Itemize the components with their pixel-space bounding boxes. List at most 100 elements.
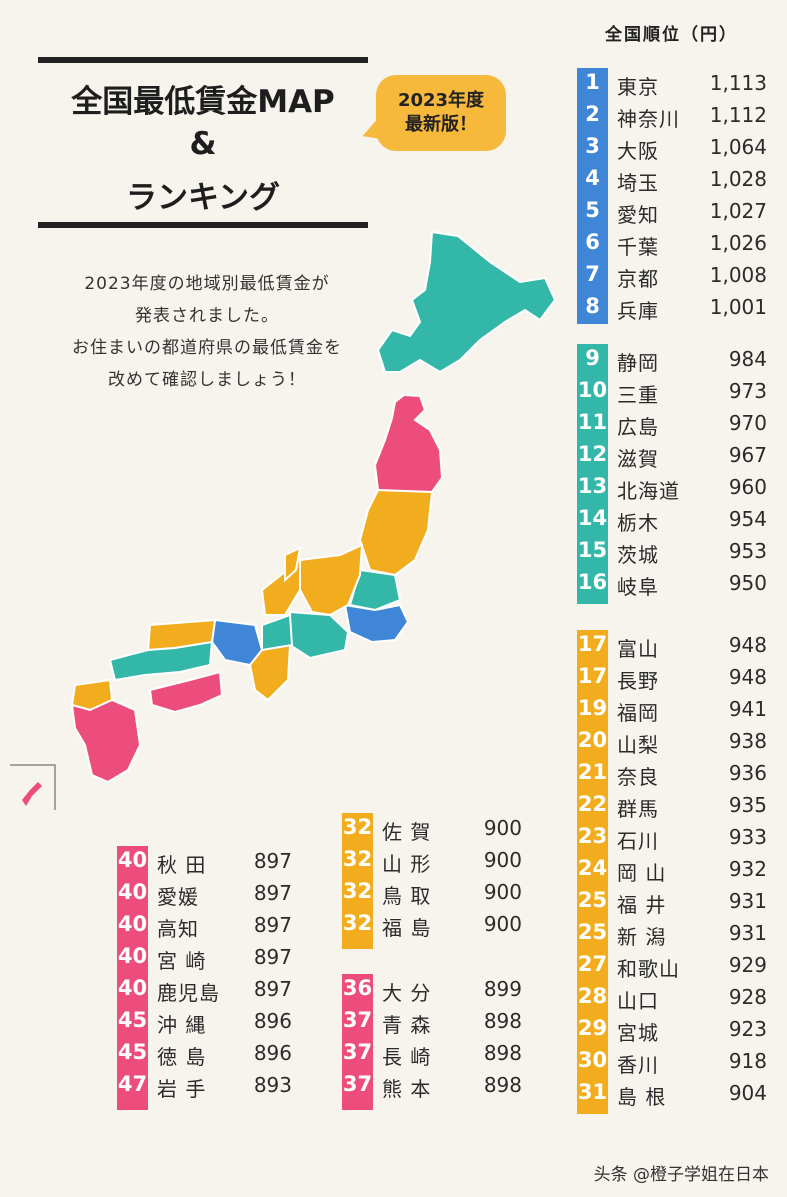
page-title: 全国最低賃金MAP — [71, 84, 335, 120]
ranking-row: 12 滋賀 967 — [577, 440, 777, 472]
minimum-wage-value: 897 — [253, 977, 292, 1001]
minimum-wage-value: 928 — [728, 985, 767, 1009]
ranking-row: 37 青 森 898 — [342, 1006, 532, 1038]
rank-number: 29 — [577, 1016, 608, 1040]
ranking-row: 32 山 形 900 — [342, 845, 532, 877]
prefecture-name: 高知 — [157, 917, 199, 941]
prefecture-name: 長 崎 — [382, 1045, 432, 1069]
rank-number: 8 — [585, 294, 600, 318]
minimum-wage-value: 984 — [728, 347, 767, 371]
okinawa-inset-border — [10, 764, 56, 810]
minimum-wage-value: 900 — [483, 816, 522, 840]
minimum-wage-value: 970 — [728, 411, 767, 435]
title-top-rule — [38, 57, 368, 63]
minimum-wage-value: 899 — [483, 977, 522, 1001]
tohoku-south-region — [358, 488, 434, 577]
rank-number: 13 — [577, 474, 608, 498]
rank-number: 27 — [577, 952, 608, 976]
rank-number: 14 — [577, 506, 608, 530]
ranking-row: 40 鹿児島 897 — [117, 974, 302, 1006]
minimum-wage-value: 932 — [728, 857, 767, 881]
ranking-row: 37 長 崎 898 — [342, 1038, 532, 1070]
prefecture-name: 茨城 — [617, 543, 659, 567]
minimum-wage-value: 941 — [728, 697, 767, 721]
ranking-row: 9 静岡 984 — [577, 344, 777, 376]
tokai-region — [289, 610, 350, 660]
minimum-wage-value: 1,028 — [709, 167, 767, 191]
prefecture-name: 埼玉 — [617, 171, 659, 195]
rank-number: 16 — [577, 570, 608, 594]
rank-number: 23 — [577, 824, 608, 848]
rank-color-bar — [577, 344, 608, 604]
ranking-row: 21 奈良 936 — [577, 758, 777, 790]
minimum-wage-value: 950 — [728, 571, 767, 595]
ranking-row: 7 京都 1,008 — [577, 260, 777, 292]
rank-number: 40 — [117, 944, 148, 968]
prefecture-name: 石川 — [617, 829, 659, 853]
ranking-row: 32 佐 賀 900 — [342, 813, 532, 845]
ranking-row: 22 群馬 935 — [577, 790, 777, 822]
minimum-wage-value: 918 — [728, 1049, 767, 1073]
minimum-wage-value: 893 — [253, 1073, 292, 1097]
ranking-row: 36 大 分 899 — [342, 974, 532, 1006]
ranking-row: 8 兵庫 1,001 — [577, 292, 777, 324]
page-subtitle: ランキング — [125, 180, 281, 216]
minimum-wage-value: 900 — [483, 848, 522, 872]
chugoku-south-region — [108, 640, 214, 682]
ranking-row: 40 秋 田 897 — [117, 846, 302, 878]
prefecture-name: 宮城 — [617, 1021, 659, 1045]
ranking-row: 1 東京 1,113 — [577, 68, 777, 100]
prefecture-name: 秋 田 — [157, 853, 207, 877]
prefecture-name: 山梨 — [617, 733, 659, 757]
kanto-region — [343, 603, 410, 644]
description-line: 2023年度の地域別最低賃金が — [84, 274, 330, 294]
okinawa-region — [22, 782, 42, 806]
prefecture-name: 群馬 — [617, 797, 659, 821]
ranking-row: 40 宮 崎 897 — [117, 942, 302, 974]
prefecture-name: 福 井 — [617, 893, 667, 917]
rank-number: 32 — [342, 911, 373, 935]
rank-number: 24 — [577, 856, 608, 880]
shikoku-region — [148, 670, 224, 714]
ranking-header: 全国順位（円） — [605, 25, 738, 45]
rank-number: 6 — [585, 230, 600, 254]
ranking-row: 3 大阪 1,064 — [577, 132, 777, 164]
ranking-row: 4 埼玉 1,028 — [577, 164, 777, 196]
prefecture-name: 福 島 — [382, 916, 432, 940]
minimum-wage-value: 900 — [483, 880, 522, 904]
ranking-row: 30 香川 918 — [577, 1046, 777, 1078]
prefecture-name: 神奈川 — [617, 107, 680, 131]
minimum-wage-value: 897 — [253, 913, 292, 937]
minimum-wage-value: 948 — [728, 633, 767, 657]
minimum-wage-value: 953 — [728, 539, 767, 563]
minimum-wage-value: 897 — [253, 881, 292, 905]
prefecture-name: 滋賀 — [617, 447, 659, 471]
prefecture-name: 東京 — [617, 75, 659, 99]
minimum-wage-value: 948 — [728, 665, 767, 689]
prefecture-name: 奈良 — [617, 765, 659, 789]
rank-number: 37 — [342, 1008, 373, 1032]
rank-number: 37 — [342, 1072, 373, 1096]
minimum-wage-value: 931 — [728, 889, 767, 913]
prefecture-name: 青 森 — [382, 1013, 432, 1037]
minimum-wage-value: 1,008 — [709, 263, 767, 287]
minimum-wage-value: 1,113 — [709, 71, 767, 95]
rank-number: 32 — [342, 879, 373, 903]
ranking-row: 27 和歌山 929 — [577, 950, 777, 982]
prefecture-name: 大 分 — [382, 981, 432, 1005]
description-line: 改めて確認しましょう！ — [108, 370, 306, 390]
prefecture-name: 三重 — [617, 383, 659, 407]
rank-number: 40 — [117, 848, 148, 872]
rank-number: 40 — [117, 976, 148, 1000]
minimum-wage-value: 898 — [483, 1041, 522, 1065]
ranking-row: 14 栃木 954 — [577, 504, 777, 536]
rank-number: 19 — [577, 696, 608, 720]
minimum-wage-value: 935 — [728, 793, 767, 817]
minimum-wage-value: 896 — [253, 1041, 292, 1065]
rank-color-bar — [342, 974, 373, 1110]
rank-number: 32 — [342, 847, 373, 871]
prefecture-name: 岐阜 — [617, 575, 659, 599]
minimum-wage-value: 896 — [253, 1009, 292, 1033]
prefecture-name: 和歌山 — [617, 957, 680, 981]
